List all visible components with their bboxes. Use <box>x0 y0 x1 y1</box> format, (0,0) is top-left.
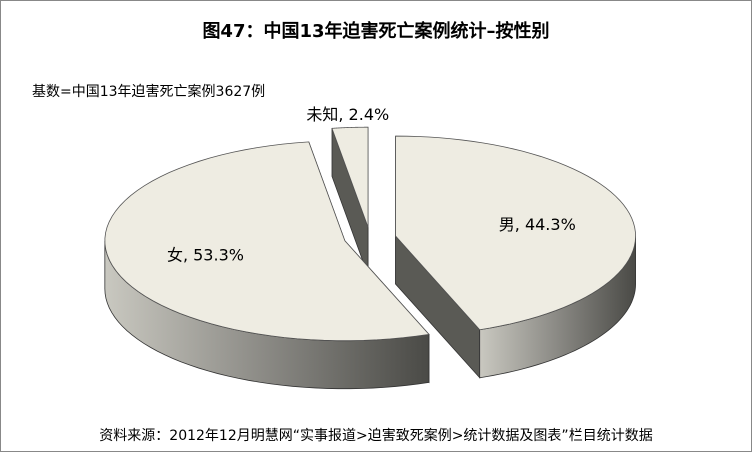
data-label: 男, 44.3% <box>499 215 576 234</box>
source-note: 资料来源：2012年12月明慧网“实事报道>迫害致死案例>统计数据及图表”栏目统… <box>99 427 652 444</box>
chart-title: 图47：中国13年迫害死亡案例统计–按性别 <box>202 20 549 42</box>
slice <box>104 141 430 342</box>
slice <box>395 135 636 331</box>
chart-subtitle: 基数=中国13年迫害死亡案例3627例 <box>32 83 265 100</box>
data-label: 女, 53.3% <box>167 245 244 264</box>
data-label: 未知, 2.4% <box>306 105 389 124</box>
slice <box>331 126 369 228</box>
